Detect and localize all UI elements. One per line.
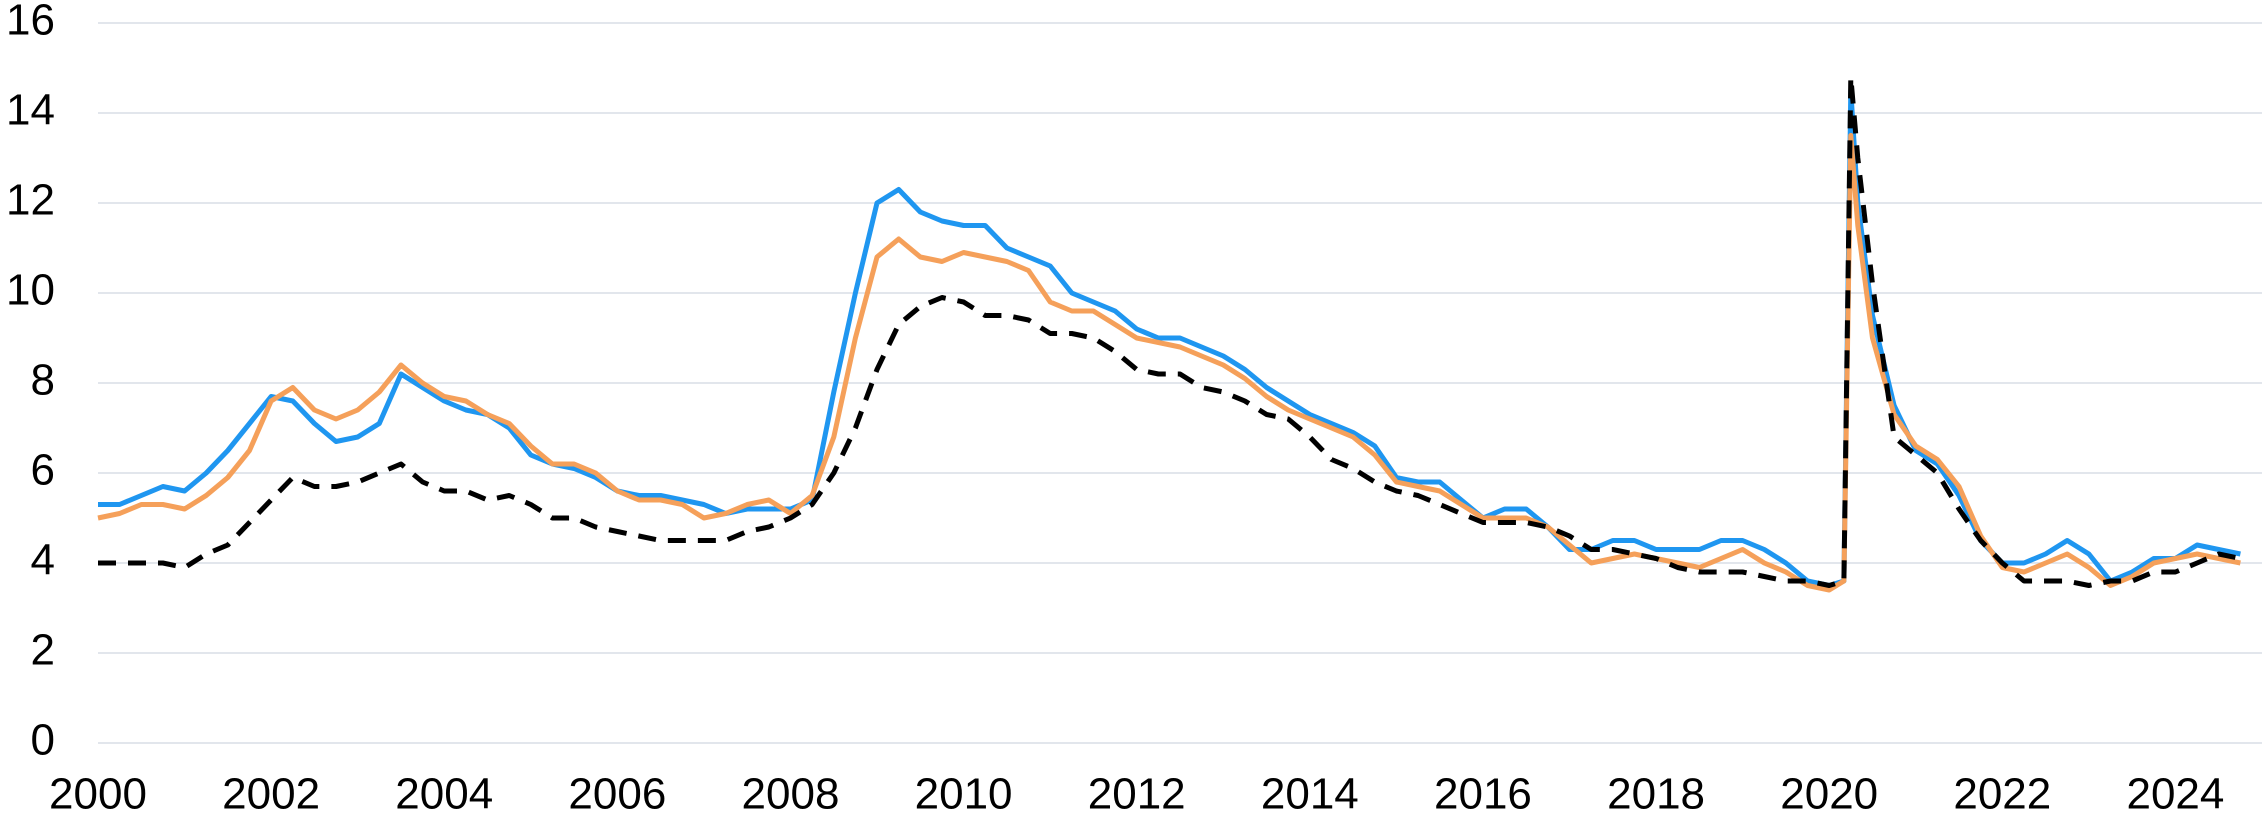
y-tick-label: 2 [31,626,55,675]
x-tick-label: 2018 [1607,770,1705,819]
y-tick-label: 10 [6,266,55,315]
x-tick-label: 2010 [915,770,1013,819]
x-tick-label: 2002 [222,770,320,819]
x-tick-label: 2012 [1088,770,1186,819]
series-line [98,74,2241,588]
x-tick-label: 2000 [49,770,147,819]
x-tick-label: 2008 [742,770,840,819]
x-tick-label: 2014 [1261,770,1359,819]
y-tick-label: 12 [6,176,55,225]
x-tick-label: 2004 [395,770,493,819]
x-tick-label: 2020 [1780,770,1878,819]
x-tick-label: 2024 [2126,770,2224,819]
series-line [98,88,2241,588]
x-tick-label: 2016 [1434,770,1532,819]
y-tick-label: 8 [31,356,55,405]
x-tick-label: 2006 [568,770,666,819]
y-tick-label: 16 [6,0,55,45]
y-tick-label: 0 [31,716,55,765]
x-tick-label: 2022 [1953,770,2051,819]
y-tick-label: 6 [31,446,55,495]
series-line [97,133,2241,593]
y-tick-label: 14 [6,86,55,135]
y-tick-label: 4 [31,536,55,585]
